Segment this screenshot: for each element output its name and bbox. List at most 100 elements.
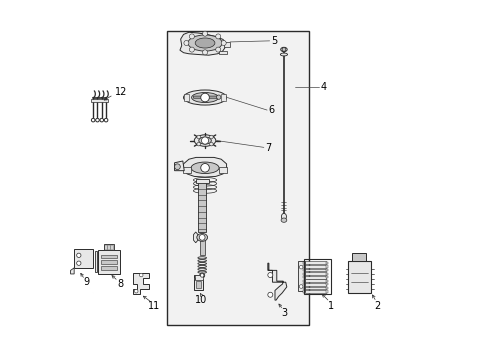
Circle shape bbox=[216, 95, 221, 99]
Bar bbox=[302, 283, 304, 285]
Circle shape bbox=[200, 274, 203, 277]
Polygon shape bbox=[193, 96, 218, 98]
Circle shape bbox=[202, 31, 207, 36]
Bar bbox=[302, 291, 304, 293]
Text: 12: 12 bbox=[114, 87, 127, 97]
Bar bbox=[304, 269, 325, 271]
Bar bbox=[304, 265, 325, 268]
Bar bbox=[325, 283, 328, 285]
Bar bbox=[108, 245, 109, 249]
Bar bbox=[194, 279, 203, 290]
Bar bbox=[105, 245, 106, 249]
Bar bbox=[302, 280, 304, 282]
Circle shape bbox=[183, 41, 188, 45]
Ellipse shape bbox=[281, 218, 286, 222]
Ellipse shape bbox=[280, 53, 287, 56]
Circle shape bbox=[189, 47, 194, 52]
Bar bbox=[351, 253, 366, 261]
Circle shape bbox=[221, 41, 226, 45]
Bar bbox=[94, 251, 97, 272]
Bar bbox=[183, 167, 191, 173]
Circle shape bbox=[189, 34, 194, 39]
Bar bbox=[74, 249, 93, 268]
Bar bbox=[198, 180, 206, 232]
Bar bbox=[304, 283, 325, 286]
Bar bbox=[304, 279, 325, 282]
Circle shape bbox=[201, 137, 208, 144]
Circle shape bbox=[197, 142, 200, 146]
Ellipse shape bbox=[198, 137, 211, 144]
Ellipse shape bbox=[196, 233, 207, 241]
Circle shape bbox=[215, 47, 220, 52]
Text: 4: 4 bbox=[320, 82, 326, 92]
Circle shape bbox=[299, 265, 303, 269]
Circle shape bbox=[77, 253, 81, 257]
Text: 5: 5 bbox=[270, 36, 277, 46]
Polygon shape bbox=[267, 263, 286, 300]
Polygon shape bbox=[180, 32, 225, 55]
Circle shape bbox=[174, 164, 180, 170]
Text: 3: 3 bbox=[280, 309, 286, 318]
Bar bbox=[302, 265, 304, 267]
Ellipse shape bbox=[191, 93, 218, 103]
Bar bbox=[98, 249, 120, 274]
Bar bbox=[221, 94, 226, 101]
Circle shape bbox=[77, 261, 81, 265]
Text: 6: 6 bbox=[267, 105, 274, 115]
Bar bbox=[302, 276, 304, 278]
Polygon shape bbox=[193, 232, 198, 243]
Circle shape bbox=[202, 50, 207, 55]
Text: 7: 7 bbox=[264, 143, 271, 153]
Bar bbox=[304, 287, 325, 289]
Bar bbox=[218, 167, 227, 173]
Bar bbox=[195, 179, 208, 183]
Circle shape bbox=[209, 135, 213, 139]
Bar bbox=[325, 276, 328, 278]
Ellipse shape bbox=[187, 35, 222, 51]
Bar bbox=[195, 275, 202, 280]
Bar bbox=[348, 261, 370, 293]
Bar bbox=[325, 291, 328, 293]
Bar bbox=[304, 261, 325, 264]
Polygon shape bbox=[183, 157, 226, 177]
Circle shape bbox=[267, 273, 272, 278]
Text: 2: 2 bbox=[373, 301, 380, 311]
Bar bbox=[183, 94, 188, 101]
Circle shape bbox=[201, 163, 209, 172]
Bar bbox=[103, 244, 114, 249]
Bar bbox=[325, 262, 328, 264]
Bar bbox=[302, 287, 304, 289]
Bar bbox=[302, 269, 304, 271]
Circle shape bbox=[282, 48, 285, 51]
Bar bbox=[304, 290, 325, 293]
Bar bbox=[302, 273, 304, 275]
Bar bbox=[101, 255, 117, 258]
Text: 1: 1 bbox=[327, 301, 333, 311]
Bar bbox=[101, 266, 117, 270]
Ellipse shape bbox=[195, 38, 214, 48]
Bar bbox=[219, 51, 227, 54]
Bar bbox=[199, 237, 204, 255]
Bar bbox=[304, 258, 330, 294]
Polygon shape bbox=[193, 275, 201, 281]
Ellipse shape bbox=[199, 273, 204, 278]
Ellipse shape bbox=[194, 135, 215, 146]
Bar bbox=[325, 265, 328, 267]
Bar bbox=[325, 273, 328, 275]
Circle shape bbox=[299, 285, 303, 288]
Circle shape bbox=[267, 292, 272, 297]
Text: 10: 10 bbox=[195, 295, 207, 305]
Polygon shape bbox=[174, 161, 184, 171]
Ellipse shape bbox=[191, 162, 219, 174]
Circle shape bbox=[139, 273, 142, 277]
Circle shape bbox=[199, 234, 204, 240]
Circle shape bbox=[197, 135, 200, 139]
Bar bbox=[304, 276, 325, 279]
Bar bbox=[325, 269, 328, 271]
Circle shape bbox=[201, 93, 209, 102]
Bar bbox=[325, 287, 328, 289]
Bar bbox=[302, 262, 304, 264]
Bar bbox=[223, 41, 230, 46]
Ellipse shape bbox=[281, 213, 286, 220]
Bar bbox=[325, 280, 328, 282]
